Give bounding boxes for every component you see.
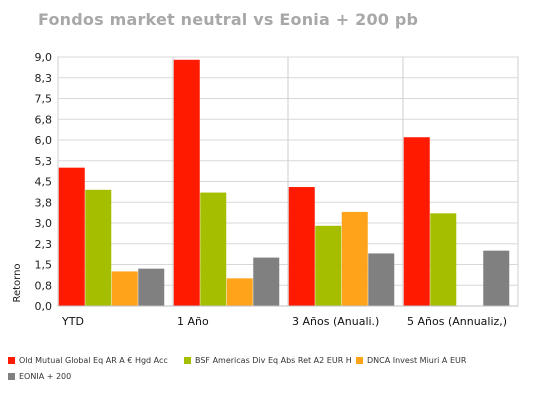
bar: [173, 59, 200, 307]
y-tick-label: 6,8: [35, 113, 53, 126]
y-tick-label: 0,0: [35, 300, 53, 313]
bar: [200, 192, 227, 306]
legend-swatch: [184, 357, 191, 364]
x-tick-label: 3 Años (Anuali.): [292, 315, 379, 328]
y-tick-label: 6,0: [35, 134, 53, 147]
bar: [430, 213, 457, 306]
y-axis-title: Retorno: [12, 263, 23, 302]
legend-label: DNCA Invest Miuri A EUR: [367, 356, 467, 365]
legend-item: BSF Americas Div Eq Abs Ret A2 EUR H: [184, 356, 352, 365]
y-tick-label: 3,8: [35, 196, 53, 209]
bar: [483, 250, 510, 306]
bar: [253, 257, 280, 306]
bar: [226, 278, 253, 306]
y-tick-label: 8,3: [35, 72, 53, 85]
legend-swatch: [8, 357, 15, 364]
bar: [58, 167, 85, 306]
chart-title: Fondos market neutral vs Eonia + 200 pb: [38, 10, 419, 29]
bar: [368, 253, 395, 306]
bar: [341, 211, 368, 306]
legend-label: EONIA + 200: [19, 372, 72, 381]
bar: [85, 189, 112, 306]
y-tick-label: 5,3: [35, 155, 53, 168]
legend-label: Old Mutual Global Eq AR A € Hgd Acc: [19, 356, 168, 365]
bar: [315, 225, 342, 306]
y-tick-label: 9,0: [35, 51, 53, 64]
y-tick-label: 1,5: [35, 259, 53, 272]
x-tick-label: 1 Año: [177, 315, 209, 328]
legend-item: Old Mutual Global Eq AR A € Hgd Acc: [8, 356, 168, 365]
x-tick-label: YTD: [61, 315, 84, 328]
bar: [111, 271, 138, 306]
legend-label: BSF Americas Div Eq Abs Ret A2 EUR H: [195, 356, 352, 365]
legend-swatch: [8, 373, 15, 380]
bar: [288, 187, 315, 306]
bar: [138, 268, 165, 306]
y-tick-label: 3,0: [35, 217, 53, 230]
y-tick-label: 0,8: [35, 279, 53, 292]
y-tick-label: 2,3: [35, 238, 53, 251]
bar: [403, 137, 430, 306]
legend-item: EONIA + 200: [8, 372, 71, 381]
legend-item: DNCA Invest Miuri A EUR: [356, 356, 466, 365]
x-tick-label: 5 Años (Annualiz,): [407, 315, 507, 328]
y-tick-label: 7,5: [35, 93, 53, 106]
legend-swatch: [356, 357, 363, 364]
y-tick-label: 4,5: [35, 176, 53, 189]
